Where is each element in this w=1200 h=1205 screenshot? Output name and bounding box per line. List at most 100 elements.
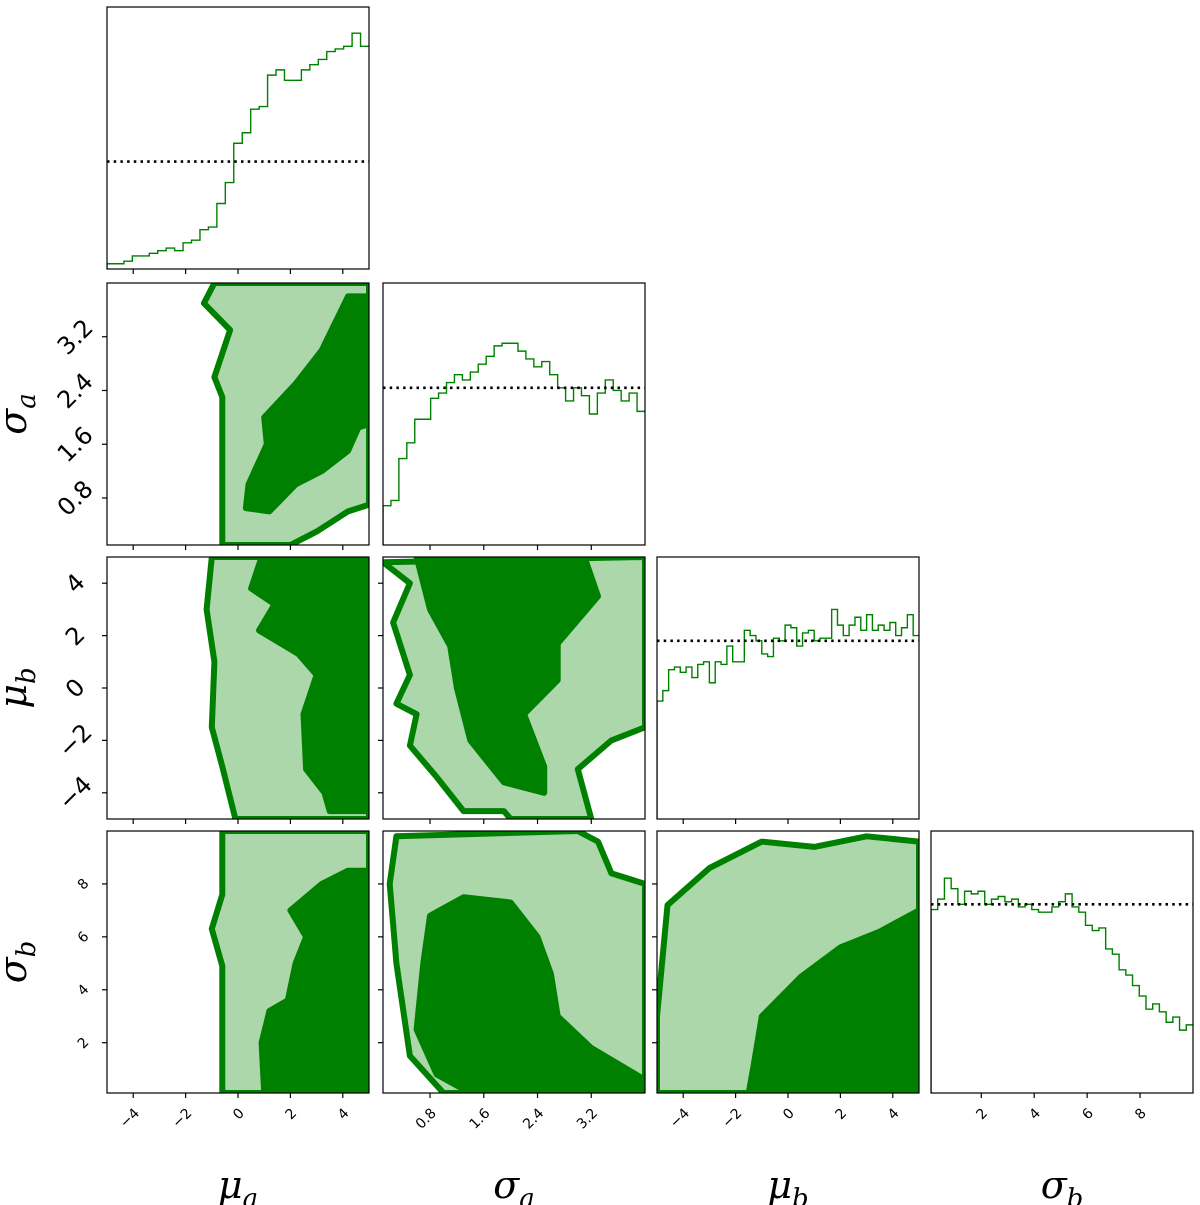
histogram-bin <box>415 419 423 545</box>
histogram-bin <box>913 636 919 819</box>
histogram-bin <box>276 70 284 269</box>
histogram-step-line <box>107 32 369 269</box>
histogram-bin <box>1133 986 1140 1093</box>
histogram-bin <box>826 638 832 819</box>
histogram-bin <box>597 393 605 545</box>
histogram-bin <box>692 678 698 819</box>
histogram-bin <box>550 375 558 545</box>
histogram-bin <box>951 889 958 1093</box>
y-tick-label: 2.4 <box>52 367 99 414</box>
histogram-bin <box>709 683 715 819</box>
histogram-bin <box>486 356 494 545</box>
histogram-bin <box>637 411 645 545</box>
contour-mu_b-vs-sigma_b <box>657 833 919 1093</box>
histogram-bin <box>462 380 470 545</box>
histogram-bin <box>965 891 972 1093</box>
histogram-bin <box>166 248 174 269</box>
histogram-bin <box>861 630 867 819</box>
inner-contour-region <box>413 557 601 796</box>
contour-mu_a-vs-mu_b <box>203 557 369 819</box>
histogram-area <box>931 877 1193 1093</box>
histogram-bin <box>629 393 637 545</box>
histogram-bin <box>141 256 149 269</box>
histogram-bin <box>621 401 629 545</box>
panel-frame <box>382 282 646 546</box>
axis-label-subscript: a <box>12 393 42 409</box>
histogram-bin <box>566 401 574 545</box>
histogram-bin <box>1146 1009 1153 1093</box>
histogram-bin <box>721 664 727 819</box>
x-tick-label: 6 <box>1079 1105 1097 1123</box>
histogram-bin <box>1173 1017 1180 1093</box>
x-tick-label: 0.8 <box>413 1105 440 1132</box>
histogram-bin <box>407 443 415 545</box>
histogram-bin <box>344 46 352 269</box>
histogram-bin <box>797 646 803 819</box>
histogram-bin <box>1180 1030 1187 1093</box>
contour-area <box>200 283 369 545</box>
histogram-bin <box>518 351 526 545</box>
histogram-bin <box>733 662 739 819</box>
axis-label-symbol: μ <box>0 684 35 709</box>
histogram-step-line <box>383 342 645 545</box>
histogram-bin <box>200 230 208 269</box>
histogram-bin <box>663 691 669 819</box>
histogram-bin <box>115 264 123 269</box>
panel-frame <box>382 830 646 1094</box>
axis-label-subscript: b <box>792 1184 809 1205</box>
axis-label-symbol: μ <box>767 1163 792 1205</box>
histogram-bin <box>872 630 878 819</box>
y-tick-label: 8 <box>75 876 93 894</box>
axis-label-symbol: σ <box>1041 1163 1068 1205</box>
histogram-bin <box>1099 928 1106 1093</box>
histogram-bin <box>791 628 797 819</box>
histogram-bin <box>589 414 597 545</box>
axis-label-subscript: b <box>12 941 42 958</box>
histogram-bin <box>192 240 200 269</box>
histogram-bin <box>1012 899 1019 1093</box>
histogram-bin <box>1032 910 1039 1093</box>
histogram-bin <box>470 372 478 545</box>
histogram-bin <box>820 638 826 819</box>
histogram-bin <box>574 388 582 545</box>
histogram-bin <box>1119 970 1126 1093</box>
histogram-bin <box>657 701 663 819</box>
histogram-bin <box>1018 907 1025 1093</box>
histogram-bin <box>907 615 913 819</box>
inner-contour-region <box>242 293 369 515</box>
x-axis-label-sigma_a: σa <box>493 1163 534 1205</box>
histogram-bin <box>208 227 216 269</box>
histogram-sigma_a <box>383 342 645 545</box>
histogram-bin <box>669 670 675 819</box>
histogram-bin <box>704 662 710 819</box>
x-tick-label: 3.2 <box>574 1105 601 1132</box>
contour-mu_a-vs-sigma_b <box>208 831 369 1093</box>
x-tick-label: 4 <box>885 1105 903 1123</box>
histogram-bin <box>680 672 686 819</box>
y-axis-label-mu_b: μb <box>0 667 42 708</box>
histogram-bin <box>837 625 843 819</box>
histogram-bin <box>773 638 779 819</box>
y-tick-label: −4 <box>53 771 98 816</box>
histogram-bin <box>878 625 884 819</box>
histogram-area <box>383 342 645 545</box>
histogram-bin <box>808 630 814 819</box>
y-tick-label: 4 <box>60 568 91 599</box>
histogram-bin <box>149 253 157 269</box>
histogram-bin <box>978 891 985 1093</box>
histogram-bin <box>335 49 343 269</box>
histogram-bin <box>756 641 762 819</box>
histogram-bin <box>107 264 115 269</box>
x-tick-label: 2 <box>973 1105 991 1123</box>
histogram-bin <box>383 506 391 545</box>
contour-area <box>383 557 645 819</box>
histogram-bin <box>1159 1012 1166 1093</box>
histogram-bin <box>1106 949 1113 1093</box>
histogram-bin <box>1079 912 1086 1093</box>
histogram-bin <box>268 75 276 269</box>
y-tick-label: −2 <box>53 718 98 763</box>
x-tick-label: −2 <box>719 1105 745 1131</box>
histogram-bin <box>1025 904 1032 1093</box>
histogram-bin <box>1166 1022 1173 1093</box>
